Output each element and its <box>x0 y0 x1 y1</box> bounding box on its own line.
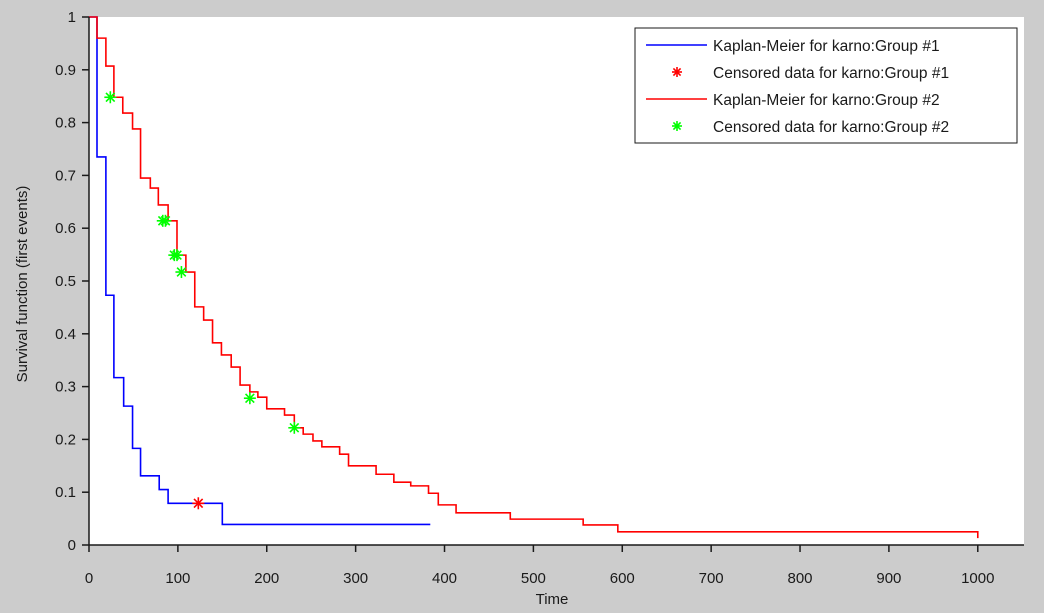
y-tick-label: 0 <box>68 537 76 554</box>
legend-item: Kaplan-Meier for karno:Group #2 <box>646 92 940 109</box>
y-tick-label: 0.3 <box>55 379 76 396</box>
legend-item: Censored data for karno:Group #2 <box>672 119 949 136</box>
x-tick-label: 1000 <box>961 570 994 587</box>
censored-marker <box>175 266 188 279</box>
y-tick-label: 0.5 <box>55 273 76 290</box>
legend-item: Censored data for karno:Group #1 <box>672 65 949 82</box>
x-tick-label: 800 <box>788 570 813 587</box>
censored-marker <box>288 421 301 434</box>
y-axis-label: Survival function (first events) <box>14 186 31 383</box>
axes: 0 100 200 300 400 500 600 700 800 900 1000 0 0.1 0.2… <box>55 9 1024 587</box>
x-tick-label: 100 <box>165 570 190 587</box>
x-tick-label: 700 <box>699 570 724 587</box>
km-curve-group-1 <box>89 16 431 526</box>
legend: Kaplan-Meier for karno:Group #1 Censored … <box>634 27 1018 144</box>
censored-marker <box>192 497 205 510</box>
km-curve-group-2 <box>89 16 979 539</box>
y-tick-label: 0.1 <box>55 484 76 501</box>
y-ticks: 0 0.1 0.2 0.3 0.4 0.5 0.6 0.7 0.8 0.9 1 <box>55 9 89 554</box>
x-tick-label: 500 <box>521 570 546 587</box>
y-tick-label: 0.9 <box>55 62 76 79</box>
censored-marker <box>104 91 117 104</box>
x-ticks: 0 100 200 300 400 500 600 700 800 900 1000 <box>85 545 994 587</box>
legend-item: Kaplan-Meier for karno:Group #1 <box>646 38 940 55</box>
censored-markers-group-2 <box>104 91 301 434</box>
x-tick-label: 900 <box>876 570 901 587</box>
x-tick-label: 200 <box>254 570 279 587</box>
legend-label: Censored data for karno:Group #1 <box>713 65 949 82</box>
x-tick-label: 300 <box>343 570 368 587</box>
legend-label: Kaplan-Meier for karno:Group #2 <box>713 92 940 109</box>
y-tick-label: 1 <box>68 9 76 26</box>
censored-marker <box>170 249 183 262</box>
legend-label: Kaplan-Meier for karno:Group #1 <box>713 38 940 55</box>
y-tick-label: 0.8 <box>55 115 76 132</box>
legend-marker-swatch <box>672 121 682 131</box>
x-axis-label: Time <box>536 591 569 608</box>
series-layer <box>89 16 979 539</box>
x-tick-label: 600 <box>610 570 635 587</box>
censored-marker <box>243 392 256 405</box>
legend-label: Censored data for karno:Group #2 <box>713 119 949 136</box>
x-tick-label: 400 <box>432 570 457 587</box>
legend-box <box>634 27 1018 144</box>
censored-markers-group-1 <box>192 497 205 510</box>
y-tick-label: 0.7 <box>55 167 76 184</box>
y-tick-label: 0.4 <box>55 326 76 343</box>
censored-marker <box>159 214 172 227</box>
y-tick-label: 0.2 <box>55 431 76 448</box>
y-tick-label: 0.6 <box>55 220 76 237</box>
x-tick-label: 0 <box>85 570 93 587</box>
legend-marker-swatch <box>672 67 682 77</box>
